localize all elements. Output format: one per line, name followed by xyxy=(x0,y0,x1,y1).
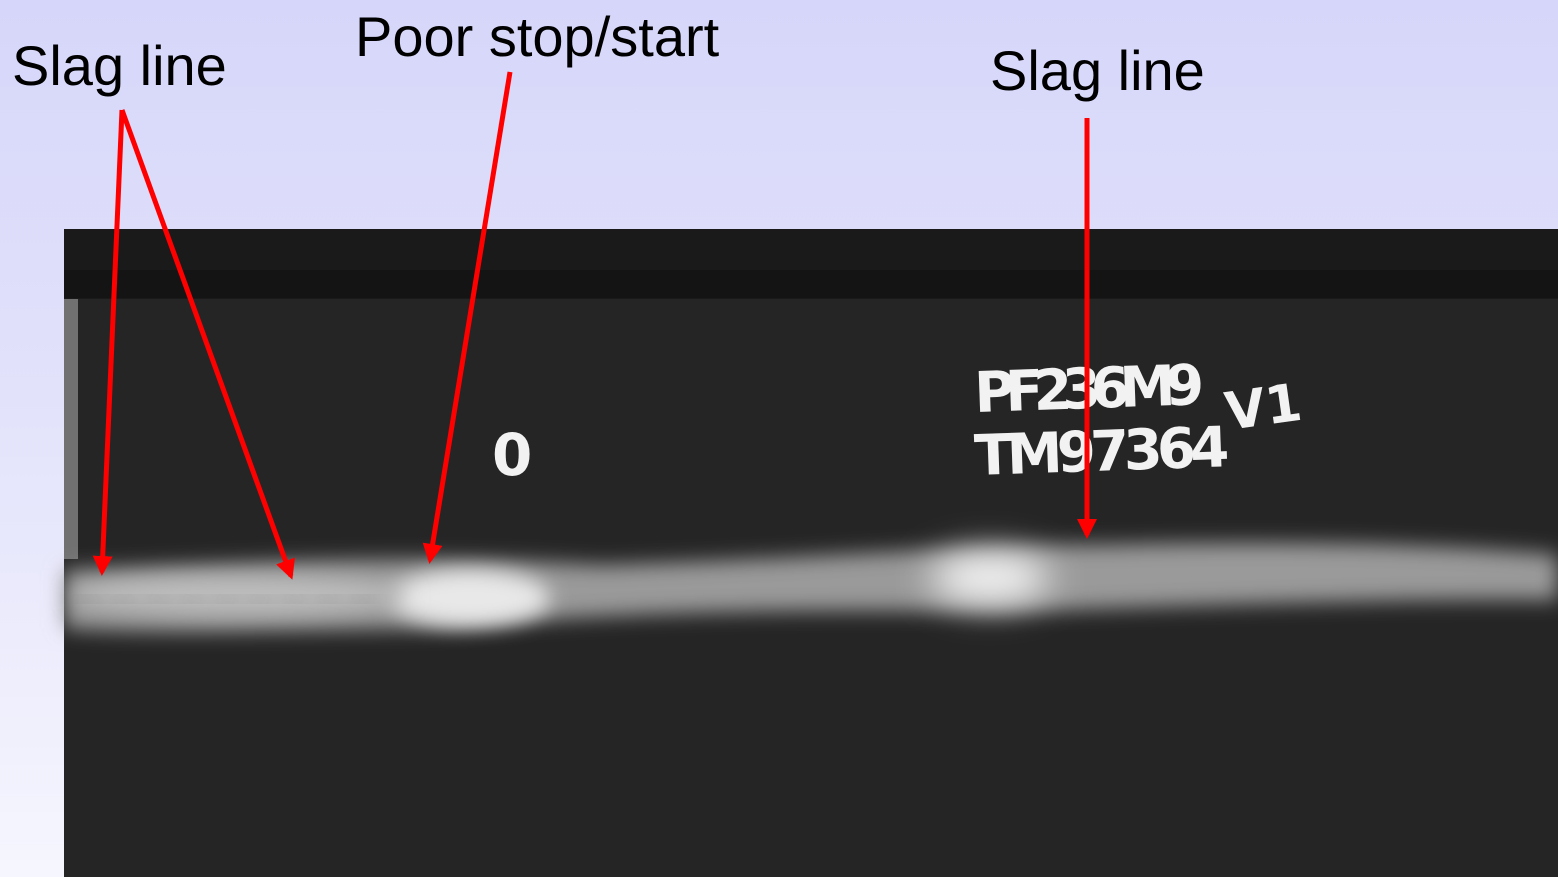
weld-bead xyxy=(64,543,1558,632)
arrow xyxy=(119,109,295,580)
radiograph: 0 PF236M9 V1 TM97364 xyxy=(64,229,1558,877)
arrows xyxy=(92,71,1097,580)
film-marking: V1 xyxy=(1221,373,1305,443)
annotation-label: Poor stop/start xyxy=(355,5,720,68)
arrow xyxy=(422,71,513,564)
annotation-label: Slag line xyxy=(12,34,227,97)
arrow xyxy=(92,109,125,576)
film-marking: TM97364 xyxy=(973,415,1230,489)
annotation-label: Slag line xyxy=(990,39,1205,102)
film-marking: 0 xyxy=(492,421,532,489)
